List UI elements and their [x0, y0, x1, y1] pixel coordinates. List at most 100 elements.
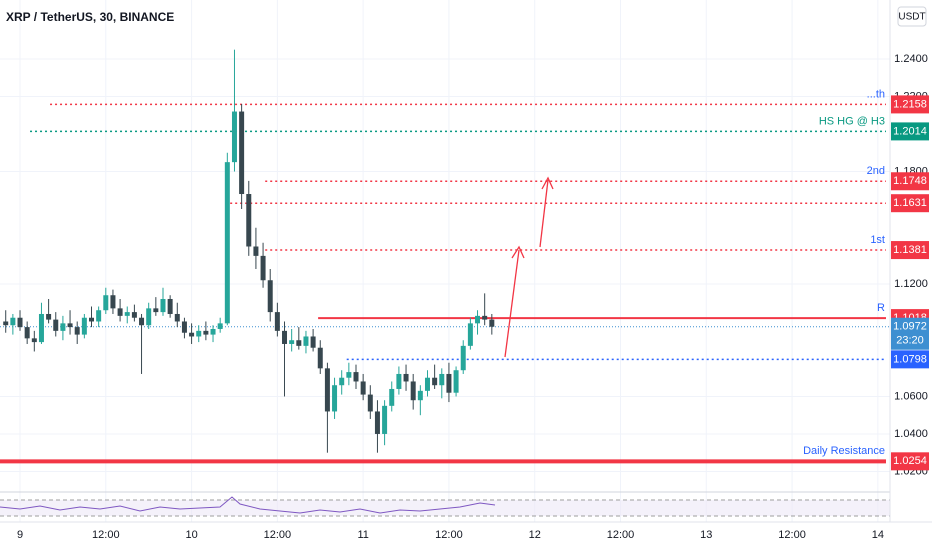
- candle-body: [217, 323, 223, 329]
- price-badge-label: 1.1631: [893, 197, 927, 209]
- candle-body: [417, 390, 423, 401]
- candle-body: [339, 377, 345, 386]
- price-badge-label: 1.0254: [893, 455, 927, 467]
- last-price-badge: [891, 317, 929, 350]
- candle-body: [160, 298, 166, 313]
- candle-body: [110, 295, 116, 309]
- price-badge-label: 1.1748: [893, 175, 927, 187]
- x-tick-label: 12:00: [264, 529, 292, 541]
- price-badge: [891, 95, 929, 114]
- candle-body: [410, 381, 416, 401]
- candle-body: [167, 298, 173, 314]
- candle-body: [117, 308, 123, 316]
- candle-body: [253, 246, 259, 256]
- oscillator-line: [0, 496, 496, 514]
- candle-body: [289, 340, 295, 344]
- grid: [0, 0, 890, 522]
- candle-body: [24, 327, 30, 339]
- x-tick-label: 10: [185, 529, 197, 541]
- y-tick-label: 1.2400: [894, 53, 928, 65]
- x-tick-label: 12:00: [607, 529, 635, 541]
- candle-body: [139, 317, 145, 326]
- candle-body: [332, 385, 338, 412]
- chart-title: XRP / TetherUS, 30, BINANCE: [6, 10, 174, 24]
- price-badge: [891, 241, 929, 260]
- x-tick-label: 9: [17, 529, 23, 541]
- candle-body: [296, 340, 302, 346]
- candle-body: [439, 373, 445, 386]
- price-badge: [891, 350, 929, 369]
- candle-body: [267, 280, 273, 313]
- y-tick-label: 1.1200: [894, 278, 928, 290]
- candle-body: [224, 162, 230, 324]
- candle-body: [246, 194, 252, 247]
- candle-body: [389, 388, 395, 406]
- candle-body: [239, 111, 245, 195]
- candle-body: [317, 347, 323, 369]
- candle-body: [67, 323, 73, 328]
- level-label: 1st: [870, 234, 885, 246]
- candle-body: [89, 317, 95, 322]
- x-tick-label: 11: [357, 529, 368, 541]
- candle-body: [231, 111, 237, 163]
- candle-body: [60, 323, 66, 331]
- candle-body: [489, 319, 495, 327]
- candle-body: [360, 381, 366, 395]
- candle-body: [396, 373, 402, 389]
- currency-label[interactable]: USDT: [898, 12, 925, 23]
- x-tick-label: 12:00: [92, 529, 120, 541]
- candle-body: [282, 330, 288, 344]
- currency-button[interactable]: [897, 6, 927, 27]
- price-badge-label: 1.1381: [893, 244, 927, 256]
- last-price-label: 1.0972: [893, 321, 927, 333]
- arrow: [539, 179, 549, 248]
- candle-body: [446, 373, 452, 393]
- candle-body: [81, 317, 87, 335]
- candle-body: [38, 313, 44, 343]
- y-tick-label: 1.0600: [894, 390, 928, 402]
- level-label: HS HG @ H3: [819, 115, 885, 127]
- candle-body: [174, 313, 180, 322]
- candle-body: [274, 312, 280, 331]
- candle-body: [467, 323, 473, 346]
- x-tick-label: 13: [700, 529, 712, 541]
- candle-body: [189, 332, 195, 337]
- candle-body: [403, 373, 409, 382]
- candle-body: [17, 317, 23, 328]
- x-tick-label: 14: [872, 529, 884, 541]
- candle-body: [303, 336, 309, 346]
- candle-body: [46, 313, 52, 320]
- price-badge-label: 1.2158: [893, 98, 927, 110]
- candle-body: [382, 405, 388, 434]
- arrow-head: [511, 245, 525, 259]
- oscillator-pane: [0, 491, 890, 517]
- price-badge-label: 1.0798: [893, 353, 927, 365]
- arrows: [504, 176, 554, 358]
- candle-body: [103, 295, 109, 311]
- candle-body: [460, 345, 466, 371]
- candle-body: [367, 394, 373, 412]
- candle-body: [181, 321, 187, 333]
- price-badge-label: 1.2014: [893, 125, 927, 137]
- candle-body: [475, 315, 481, 324]
- candle-body: [131, 312, 137, 318]
- candle-body: [374, 411, 380, 434]
- level-label: 2nd: [867, 165, 885, 177]
- candle-body: [260, 255, 266, 281]
- countdown-label: 23:20: [896, 335, 924, 347]
- price-badge: [891, 172, 929, 191]
- candle-body: [210, 328, 216, 335]
- y-tick-label: 1.0400: [894, 428, 928, 440]
- candle-body: [432, 377, 438, 386]
- candles: [3, 49, 495, 453]
- candle-body: [31, 338, 37, 343]
- candle-body: [324, 368, 330, 412]
- price-badges: 1.21581.20141.17481.16311.13811.10181.07…: [891, 95, 929, 471]
- x-tick-label: 12: [529, 529, 541, 541]
- levels: ...th HS HG @ H3 2nd 1st R Daily Resistance: [0, 88, 890, 464]
- candle-body: [96, 310, 102, 322]
- candle-body: [453, 370, 459, 393]
- candle-body: [146, 308, 152, 326]
